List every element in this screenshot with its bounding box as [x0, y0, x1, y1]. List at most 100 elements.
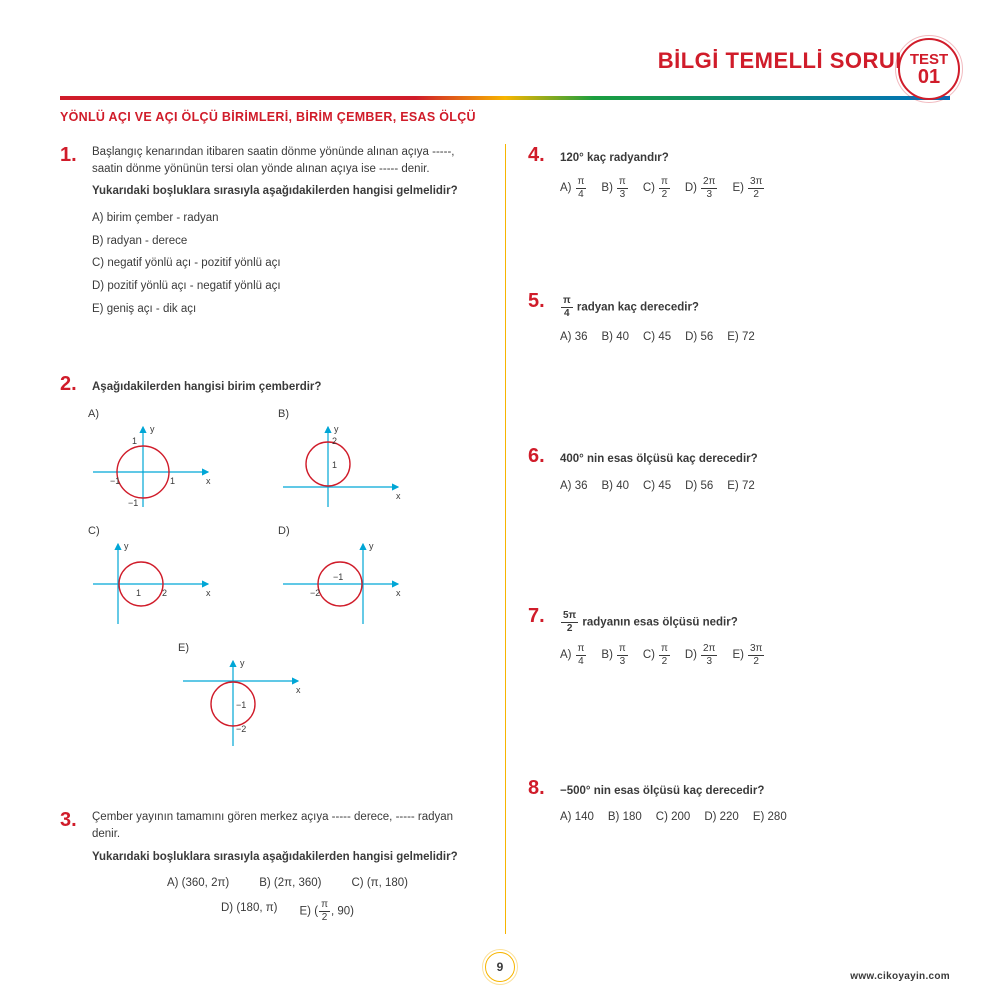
- q6-text: 400° nin esas ölçüsü kaç derecedir?: [560, 451, 950, 468]
- q5-options: A) 36 B) 40 C) 45 D) 56 E) 72: [560, 329, 950, 346]
- svg-text:y: y: [334, 424, 339, 434]
- q1-prompt: Yukarıdaki boşluklara sırasıyla aşağıdak…: [92, 183, 483, 200]
- q7-number: 7.: [528, 605, 550, 628]
- left-column: 1. Başlangıç kenarından itibaren saatin …: [60, 144, 505, 934]
- q5-opt-a: A) 36: [560, 329, 588, 346]
- svg-text:x: x: [296, 685, 301, 695]
- svg-text:2: 2: [332, 436, 337, 446]
- unit-circle-e-icon: y x −1 −2: [178, 656, 308, 751]
- svg-text:−2: −2: [236, 724, 246, 734]
- q4-opt-c: C)π2: [643, 177, 671, 200]
- q6-opt-d: D) 56: [685, 478, 713, 495]
- q2-diagram-b: B) yx 21: [278, 408, 438, 515]
- q4-body: 120° kaç radyandır? A)π4 B)π3 C)π2 D)2π3…: [560, 144, 950, 200]
- q1-opt-d: D) pozitif yönlü açı - negatif yönlü açı: [92, 278, 483, 295]
- q1-opt-a: A) birim çember - radyan: [92, 210, 483, 227]
- q2-diagram-a: A) yx −11 1−1: [88, 408, 248, 515]
- q4-number: 4.: [528, 144, 550, 167]
- question-1: 1. Başlangıç kenarından itibaren saatin …: [60, 144, 483, 323]
- unit-circle-b-icon: y x 2 1: [278, 422, 408, 512]
- test-badge: TEST 01: [898, 38, 960, 100]
- q2-diagrams: A) yx −11 1−1 B): [88, 408, 483, 754]
- svg-text:y: y: [150, 424, 155, 434]
- q4-text: 120° kaç radyandır?: [560, 150, 950, 167]
- question-3: 3. Çember yayının tamamını gören merkez …: [60, 809, 483, 923]
- q8-number: 8.: [528, 777, 550, 800]
- q7-options: A)π4 B)π3 C)π2 D)2π3 E)3π2: [560, 644, 950, 667]
- q5-body: π4 radyan kaç derecedir? A) 36 B) 40 C) …: [560, 290, 950, 346]
- q3-opt-d: D) (180, π): [221, 900, 278, 923]
- q3-opt-a: A) (360, 2π): [167, 875, 229, 892]
- q7-opt-c: C)π2: [643, 644, 671, 667]
- question-7: 7. 5π2 radyanın esas ölçüsü nedir? A)π4 …: [528, 605, 950, 667]
- q6-opt-e: E) 72: [727, 478, 755, 495]
- q1-opt-c: C) negatif yönlü açı - pozitif yönlü açı: [92, 255, 483, 272]
- q4-opt-b: B)π3: [601, 177, 628, 200]
- svg-text:1: 1: [332, 460, 337, 470]
- q4-options: A)π4 B)π3 C)π2 D)2π3 E)3π2: [560, 177, 950, 200]
- q3-options-row1: A) (360, 2π) B) (2π, 360) C) (π, 180): [92, 875, 483, 892]
- q6-opt-c: C) 45: [643, 478, 671, 495]
- q4-opt-d: D)2π3: [685, 177, 719, 200]
- question-4: 4. 120° kaç radyandır? A)π4 B)π3 C)π2 D)…: [528, 144, 950, 200]
- q2-text: Aşağıdakilerden hangisi birim çemberdir?: [92, 379, 483, 396]
- svg-text:y: y: [369, 541, 374, 551]
- svg-text:1: 1: [170, 476, 175, 486]
- q3-prompt: Yukarıdaki boşluklara sırasıyla aşağıdak…: [92, 849, 483, 866]
- q3-opt-c: C) (π, 180): [352, 875, 409, 892]
- q5-opt-b: B) 40: [602, 329, 630, 346]
- q5-opt-e: E) 72: [727, 329, 755, 346]
- q8-text: −500° nin esas ölçüsü kaç derecedir?: [560, 783, 950, 800]
- svg-text:x: x: [396, 588, 401, 598]
- svg-text:−1: −1: [128, 498, 138, 508]
- website-url: www.cikoyayin.com: [850, 971, 950, 982]
- q1-number: 1.: [60, 144, 82, 167]
- q8-body: −500° nin esas ölçüsü kaç derecedir? A) …: [560, 777, 950, 826]
- q5-opt-c: C) 45: [643, 329, 671, 346]
- q8-opt-c: C) 200: [656, 809, 691, 826]
- q2-diagram-e: E) yx −1−2: [178, 642, 338, 754]
- q8-opt-d: D) 220: [704, 809, 739, 826]
- q5-opt-d: D) 56: [685, 329, 713, 346]
- q1-text: Başlangıç kenarından itibaren saatin dön…: [92, 144, 483, 323]
- q6-opt-a: A) 36: [560, 478, 588, 495]
- q2-diagram-d: D) yx −1−2: [278, 525, 438, 632]
- section-subtitle: YÖNLÜ AÇI VE AÇI ÖLÇÜ BİRİMLERİ, BİRİM Ç…: [60, 110, 950, 124]
- q7-opt-a: A)π4: [560, 644, 587, 667]
- question-5: 5. π4 radyan kaç derecedir? A) 36 B) 40 …: [528, 290, 950, 346]
- svg-text:−1: −1: [236, 700, 246, 710]
- q3-options-row2: D) (180, π) E) (π2, 90): [92, 900, 483, 923]
- svg-text:x: x: [396, 491, 401, 501]
- q3-text: Çember yayının tamamını gören merkez açı…: [92, 809, 483, 923]
- q2-number: 2.: [60, 373, 82, 396]
- q5-text: π4 radyan kaç derecedir?: [560, 296, 950, 319]
- content-columns: 1. Başlangıç kenarından itibaren saatin …: [60, 144, 950, 934]
- svg-text:−2: −2: [310, 588, 320, 598]
- q7-opt-b: B)π3: [601, 644, 628, 667]
- right-column: 4. 120° kaç radyandır? A)π4 B)π3 C)π2 D)…: [505, 144, 950, 934]
- q6-number: 6.: [528, 445, 550, 468]
- unit-circle-a-icon: yx −11 1−1: [88, 422, 218, 512]
- q8-options: A) 140 B) 180 C) 200 D) 220 E) 280: [560, 809, 950, 826]
- q7-opt-e: E)3π2: [732, 644, 765, 667]
- page-number: 9: [485, 952, 515, 982]
- svg-text:x: x: [206, 588, 211, 598]
- q4-opt-e: E)3π2: [732, 177, 765, 200]
- q8-opt-b: B) 180: [608, 809, 642, 826]
- question-2: 2. Aşağıdakilerden hangisi birim çemberd…: [60, 373, 483, 754]
- question-6: 6. 400° nin esas ölçüsü kaç derecedir? A…: [528, 445, 950, 494]
- q1-options: A) birim çember - radyan B) radyan - der…: [92, 210, 483, 317]
- svg-text:y: y: [124, 541, 129, 551]
- q1-opt-b: B) radyan - derece: [92, 233, 483, 250]
- badge-number: 01: [918, 67, 940, 87]
- q6-options: A) 36 B) 40 C) 45 D) 56 E) 72: [560, 478, 950, 495]
- svg-text:−1: −1: [110, 476, 120, 486]
- q2-diagram-c: C) yx 12: [88, 525, 248, 632]
- q1-opt-e: E) geniş açı - dik açı: [92, 301, 483, 318]
- q8-opt-e: E) 280: [753, 809, 787, 826]
- svg-text:1: 1: [136, 588, 141, 598]
- question-8: 8. −500° nin esas ölçüsü kaç derecedir? …: [528, 777, 950, 826]
- q3-opt-e: E) (π2, 90): [300, 900, 354, 923]
- q7-text: 5π2 radyanın esas ölçüsü nedir?: [560, 611, 950, 634]
- svg-text:y: y: [240, 658, 245, 668]
